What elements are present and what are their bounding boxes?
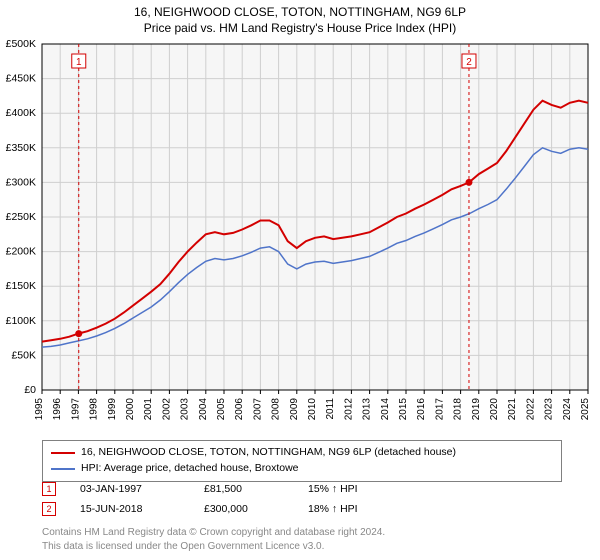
x-tick-label: 1996 bbox=[52, 398, 63, 421]
x-tick-label: 1999 bbox=[107, 398, 118, 421]
transaction-row: 1 03-JAN-1997 £81,500 15% ↑ HPI bbox=[42, 482, 562, 496]
transaction-row: 2 15-JUN-2018 £300,000 18% ↑ HPI bbox=[42, 502, 562, 516]
transaction-marker-1: 1 bbox=[42, 482, 56, 496]
marker-dot-2 bbox=[465, 179, 472, 186]
x-tick-label: 2002 bbox=[161, 398, 172, 421]
chart-title-line2: Price paid vs. HM Land Registry's House … bbox=[0, 21, 600, 35]
x-tick-label: 2004 bbox=[198, 398, 209, 421]
chart-title-line1: 16, NEIGHWOOD CLOSE, TOTON, NOTTINGHAM, … bbox=[0, 0, 600, 21]
x-tick-label: 2005 bbox=[216, 398, 227, 421]
x-tick-label: 2011 bbox=[325, 398, 336, 420]
transaction-delta: 15% ↑ HPI bbox=[308, 483, 398, 495]
x-tick-label: 2024 bbox=[562, 398, 573, 421]
chart-container: 16, NEIGHWOOD CLOSE, TOTON, NOTTINGHAM, … bbox=[0, 0, 600, 560]
x-tick-label: 2014 bbox=[380, 398, 391, 421]
x-tick-label: 1995 bbox=[34, 398, 45, 421]
legend-swatch bbox=[51, 468, 75, 470]
x-tick-label: 2008 bbox=[271, 398, 282, 421]
x-tick-label: 2021 bbox=[507, 398, 518, 421]
legend-label: HPI: Average price, detached house, Brox… bbox=[81, 461, 299, 477]
transaction-list: 1 03-JAN-1997 £81,500 15% ↑ HPI 2 15-JUN-2018… bbox=[42, 482, 562, 522]
transaction-date: 15-JUN-2018 bbox=[80, 503, 180, 515]
chart-svg: £0 £50K £100K £150K £200K £250K £300K £350K £400… bbox=[0, 38, 600, 438]
legend-item: 16, NEIGHWOOD CLOSE, TOTON, NOTTINGHAM, … bbox=[51, 445, 553, 461]
x-tick-label: 2007 bbox=[252, 398, 263, 421]
transaction-delta: 18% ↑ HPI bbox=[308, 503, 398, 515]
legend-swatch bbox=[51, 452, 75, 454]
footer-line2: This data is licensed under the Open Gov… bbox=[42, 540, 385, 554]
y-tick-label: £500K bbox=[6, 38, 36, 50]
transaction-price: £300,000 bbox=[204, 503, 284, 515]
transaction-price: £81,500 bbox=[204, 483, 284, 495]
x-tick-label: 2019 bbox=[471, 398, 482, 421]
x-tick-label: 2018 bbox=[453, 398, 464, 421]
x-tick-label: 2001 bbox=[143, 398, 154, 421]
x-tick-label: 1997 bbox=[70, 398, 81, 421]
marker-dot-1 bbox=[75, 330, 82, 337]
y-tick-label: £200K bbox=[6, 246, 36, 258]
legend-label: 16, NEIGHWOOD CLOSE, TOTON, NOTTINGHAM, … bbox=[81, 445, 456, 461]
x-tick-label: 2020 bbox=[489, 398, 500, 421]
x-tick-label: 1998 bbox=[89, 398, 100, 421]
y-tick-label: £0 bbox=[24, 384, 36, 396]
y-tick-label: £350K bbox=[6, 142, 36, 154]
x-tick-label: 2025 bbox=[580, 398, 591, 421]
x-tick-label: 2000 bbox=[125, 398, 136, 421]
y-tick-label: £400K bbox=[6, 107, 36, 119]
y-tick-label: £100K bbox=[6, 315, 36, 327]
transaction-date: 03-JAN-1997 bbox=[80, 483, 180, 495]
chart-area: £0 £50K £100K £150K £200K £250K £300K £350K £400… bbox=[0, 38, 600, 438]
y-tick-label: £150K bbox=[6, 280, 36, 292]
x-tick-label: 2012 bbox=[343, 398, 354, 421]
marker-num-2: 2 bbox=[466, 57, 472, 68]
x-tick-label: 2010 bbox=[307, 398, 318, 421]
x-tick-label: 2015 bbox=[398, 398, 409, 421]
footer-line1: Contains HM Land Registry data © Crown c… bbox=[42, 526, 385, 540]
legend-item: HPI: Average price, detached house, Brox… bbox=[51, 461, 553, 477]
y-tick-label: £250K bbox=[6, 211, 36, 223]
footer-attribution: Contains HM Land Registry data © Crown c… bbox=[42, 526, 385, 553]
transaction-marker-2: 2 bbox=[42, 502, 56, 516]
x-tick-label: 2023 bbox=[544, 398, 555, 421]
x-tick-label: 2022 bbox=[525, 398, 536, 421]
x-tick-label: 2003 bbox=[180, 398, 191, 421]
y-tick-label: £450K bbox=[6, 73, 36, 85]
legend-box: 16, NEIGHWOOD CLOSE, TOTON, NOTTINGHAM, … bbox=[42, 440, 562, 482]
y-tick-label: £300K bbox=[6, 176, 36, 188]
x-tick-label: 2017 bbox=[434, 398, 445, 421]
y-tick-label: £50K bbox=[11, 349, 36, 361]
x-tick-label: 2009 bbox=[289, 398, 300, 421]
x-tick-label: 2013 bbox=[362, 398, 373, 421]
x-tick-label: 2016 bbox=[416, 398, 427, 421]
marker-num-1: 1 bbox=[76, 57, 82, 68]
x-tick-label: 2006 bbox=[234, 398, 245, 421]
